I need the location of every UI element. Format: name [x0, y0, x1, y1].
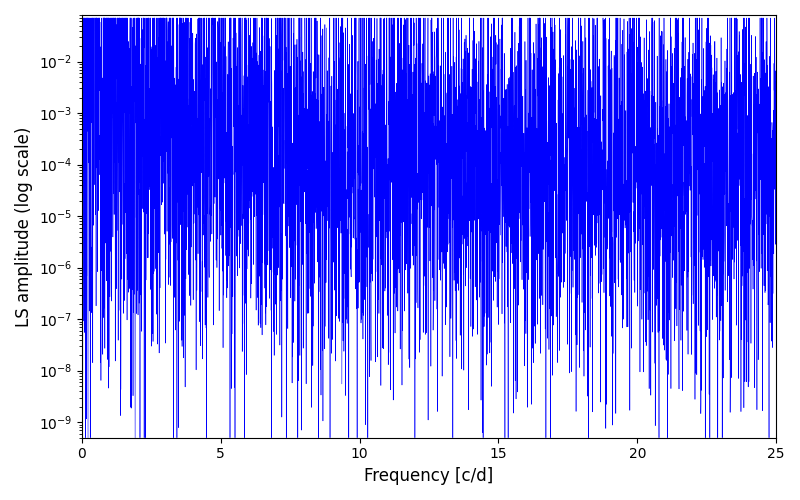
Y-axis label: LS amplitude (log scale): LS amplitude (log scale) [15, 126, 33, 326]
X-axis label: Frequency [c/d]: Frequency [c/d] [364, 467, 494, 485]
